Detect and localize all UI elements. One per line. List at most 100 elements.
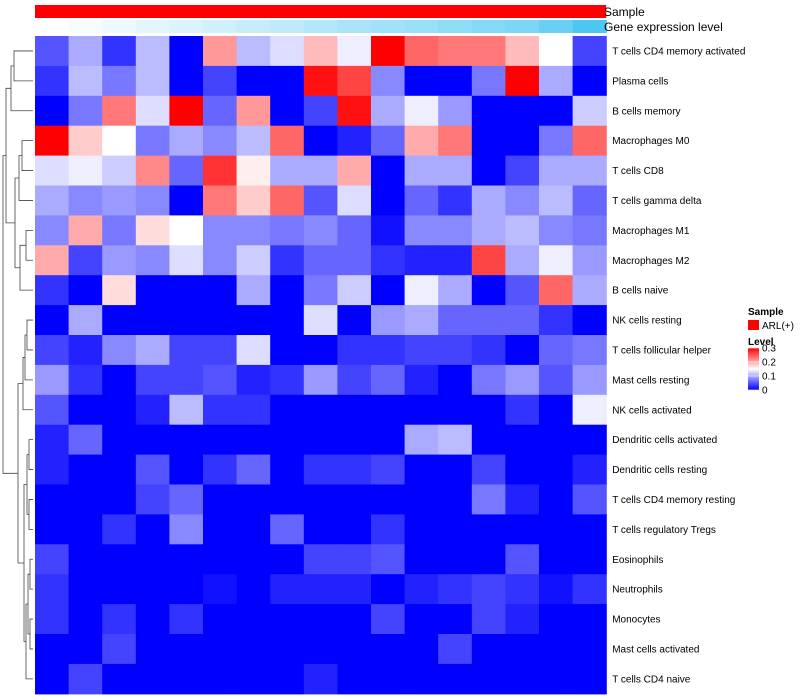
heatmap-cell — [505, 394, 540, 426]
heatmap-cell — [572, 634, 607, 665]
heatmap-cell — [35, 65, 70, 97]
heatmap-cell — [303, 424, 338, 456]
heatmap-cell — [539, 125, 574, 157]
heatmap-cell — [303, 364, 338, 396]
heatmap-cell — [303, 484, 338, 515]
row-label: Mast cells activated — [612, 644, 699, 655]
heatmap-cell — [572, 215, 607, 246]
heatmap-cell — [135, 275, 170, 306]
heatmap-cell — [404, 95, 439, 127]
heatmap-cell — [135, 215, 170, 246]
heatmap-cell — [539, 245, 574, 276]
heatmap-cell — [270, 125, 305, 157]
heatmap-cell — [135, 305, 170, 336]
row-label: Eosinophils — [612, 555, 663, 566]
heatmap-cell — [505, 663, 540, 695]
heatmap-cell — [102, 95, 137, 127]
heatmap-cell — [270, 574, 305, 605]
heatmap-cell — [303, 275, 338, 306]
heatmap-cell — [102, 514, 137, 545]
heatmap-cell — [572, 604, 607, 635]
heatmap-cell — [169, 634, 204, 665]
heatmap-cell — [371, 36, 406, 67]
heatmap-cell — [270, 305, 305, 336]
dendrogram-branch — [22, 357, 33, 411]
legend: Sample ARL(+) Level 0.3 0.2 0.1 0 — [748, 307, 794, 397]
heatmap-cell — [371, 185, 406, 216]
heatmap-cell — [169, 394, 204, 426]
heatmap-cell — [236, 544, 271, 575]
heatmap-cell — [236, 95, 271, 127]
heatmap-cell — [236, 305, 271, 336]
heatmap-cell — [303, 215, 338, 246]
gene-expression-cell — [404, 20, 439, 33]
heatmap-cell — [68, 155, 103, 187]
heatmap-cell — [539, 514, 574, 545]
heatmap-cell — [404, 604, 439, 635]
heatmap-cell — [572, 155, 607, 187]
heatmap-cell — [371, 65, 406, 97]
heatmap-cell — [270, 484, 305, 515]
row-label: T cells CD8 — [612, 166, 664, 177]
heatmap-cell — [203, 185, 238, 216]
heatmap-cell — [203, 604, 238, 635]
heatmap-cell — [471, 663, 506, 695]
gene-expression-cell — [438, 20, 473, 33]
heatmap-cell — [35, 185, 70, 216]
heatmap-cell — [35, 634, 70, 665]
heatmap-cell — [169, 514, 204, 545]
heatmap-cell — [438, 454, 473, 486]
row-label: T cells gamma delta — [612, 196, 702, 207]
heatmap-cell — [102, 245, 137, 276]
heatmap-cell — [303, 663, 338, 695]
heatmap-cell — [102, 634, 137, 665]
heatmap-cell — [371, 95, 406, 127]
heatmap-cell — [404, 275, 439, 306]
heatmap-cell — [404, 245, 439, 276]
heatmap-cell — [236, 185, 271, 216]
heatmap-cell — [337, 394, 372, 426]
heatmap-cell — [169, 185, 204, 216]
heatmap-cell — [471, 185, 506, 216]
heatmap-cell — [270, 394, 305, 426]
dendrogram-branch — [25, 229, 33, 261]
heatmap-cell — [438, 155, 473, 187]
heatmap-cell — [270, 604, 305, 635]
heatmap-cell — [135, 125, 170, 157]
heatmap-cell — [203, 305, 238, 336]
heatmap-cell — [270, 185, 305, 216]
heatmap-cell — [68, 574, 103, 605]
heatmap-cell — [572, 424, 607, 456]
heatmap-cell — [102, 394, 137, 426]
heatmap-cell — [539, 574, 574, 605]
row-label: Monocytes — [612, 615, 660, 626]
heatmap-cell — [203, 454, 238, 486]
heatmap-cell — [438, 634, 473, 665]
heatmap-cell — [68, 95, 103, 127]
heatmap-cell — [438, 484, 473, 515]
heatmap-cell — [102, 185, 137, 216]
heatmap-cell — [471, 604, 506, 635]
heatmap-cell — [169, 155, 204, 187]
heatmap-cell — [169, 125, 204, 157]
heatmap-cell — [270, 424, 305, 456]
heatmap-cell — [572, 245, 607, 276]
legend-level-title: Level — [748, 337, 774, 348]
heatmap-cell — [471, 215, 506, 246]
heatmap-cell — [471, 65, 506, 97]
row-label: Dendritic cells resting — [612, 465, 707, 476]
heatmap-cell — [68, 484, 103, 515]
heatmap-cell — [135, 574, 170, 605]
heatmap-cell — [236, 574, 271, 605]
heatmap-cell — [203, 335, 238, 366]
heatmap-cell — [303, 185, 338, 216]
heatmap-cell — [169, 544, 204, 575]
heatmap-cell — [572, 454, 607, 486]
heatmap-cell — [169, 454, 204, 486]
heatmap-cell — [270, 215, 305, 246]
heatmap-cell — [505, 215, 540, 246]
heatmap-cell — [68, 394, 103, 426]
heatmap-cell — [404, 65, 439, 97]
gene-expression-cell — [236, 20, 271, 33]
heatmap-cell — [303, 65, 338, 97]
